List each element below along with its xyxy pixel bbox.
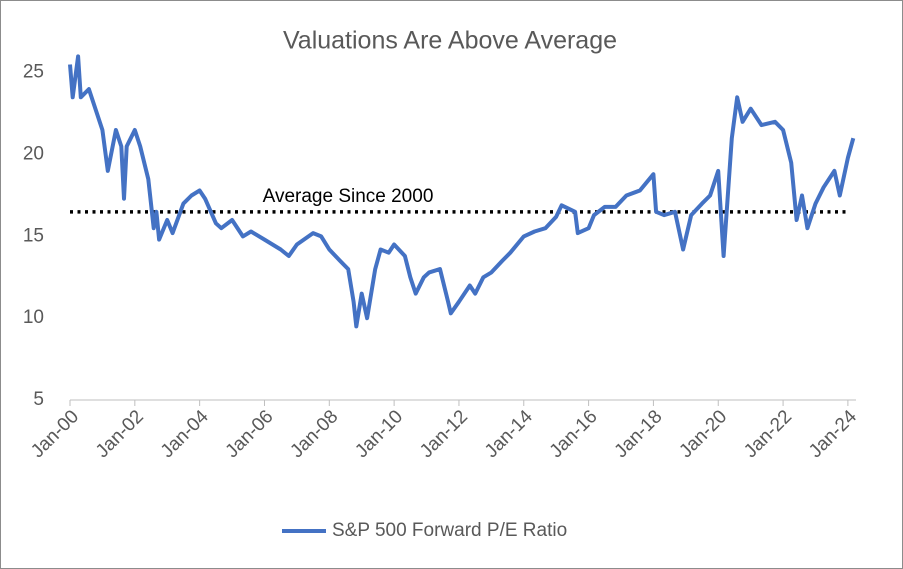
legend-label: S&P 500 Forward P/E Ratio <box>332 520 567 541</box>
y-tick-label: 15 <box>23 225 44 246</box>
y-tick-label: 10 <box>23 307 44 328</box>
chart-title: Valuations Are Above Average <box>283 27 617 55</box>
y-tick-label: 25 <box>23 62 44 83</box>
y-tick-label: 20 <box>23 144 44 165</box>
reference-label: Average Since 2000 <box>263 186 434 207</box>
y-tick-label: 5 <box>33 389 44 410</box>
data-line <box>68 54 856 329</box>
